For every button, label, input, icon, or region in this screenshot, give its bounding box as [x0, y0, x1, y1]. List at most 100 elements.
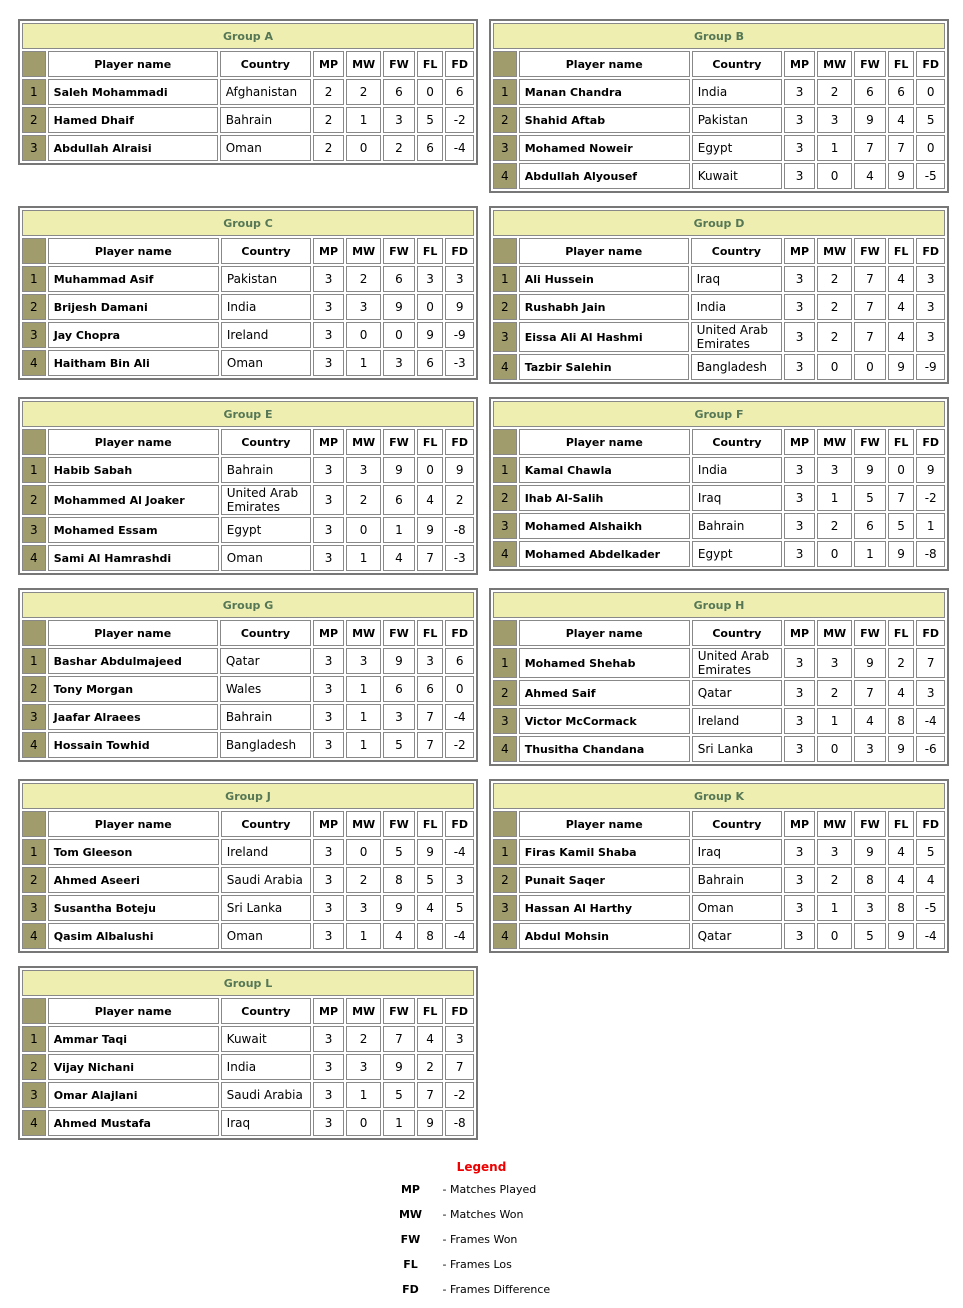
cell-mp: 3	[313, 1054, 345, 1080]
cell-rank: 1	[493, 266, 517, 292]
column-header-fl: FL	[887, 429, 915, 455]
cell-mp: 3	[784, 923, 816, 949]
table-row: 2 Ahmed Aseeri Saudi Arabia 3 2 8 5 3	[22, 867, 474, 893]
cell-player-name: Ahmed Mustafa	[47, 1110, 219, 1136]
cell-fd: -4	[445, 135, 474, 161]
cell-fw: 7	[854, 680, 886, 706]
table-row: 1 Habib Sabah Bahrain 3 3 9 0 9	[22, 457, 474, 483]
cell-fd: 4	[916, 867, 945, 893]
column-header-mw: MW	[346, 620, 382, 646]
cell-mp: 3	[313, 1082, 345, 1108]
cell-mw: 2	[817, 322, 853, 352]
cell-country: India	[690, 294, 783, 320]
group-table-a: Group A Player name Country MP MW FW FL FD 1 Sale…	[18, 19, 478, 165]
column-header-fl: FL	[416, 238, 444, 264]
rank-header	[493, 811, 517, 837]
cell-country: Bahrain	[219, 107, 312, 133]
table-row: 4 Abdullah Alyousef Kuwait 3 0 4 9 -5	[493, 163, 945, 189]
cell-rank: 2	[493, 867, 517, 893]
cell-mw: 0	[817, 736, 853, 762]
column-header-fd: FD	[916, 51, 945, 77]
cell-fl: 9	[416, 1110, 444, 1136]
cell-mw: 2	[817, 266, 853, 292]
cell-fw: 4	[383, 545, 415, 571]
table-row: 2 Vijay Nichani India 3 3 9 2 7	[22, 1054, 474, 1080]
column-header-country: Country	[691, 620, 783, 646]
cell-fw: 0	[383, 322, 415, 348]
cell-fd: 7	[916, 648, 945, 678]
cell-country: Bangladesh	[690, 354, 783, 380]
cell-fd: 9	[445, 457, 474, 483]
cell-mp: 3	[784, 485, 816, 511]
cell-player-name: Abdul Mohsin	[518, 923, 690, 949]
cell-mw: 2	[346, 1026, 382, 1052]
cell-fl: 2	[416, 1054, 444, 1080]
cell-fl: 9	[416, 839, 444, 865]
group-title: Group K	[493, 783, 945, 809]
cell-country: Kuwait	[220, 1026, 312, 1052]
cell-fw: 9	[854, 648, 886, 678]
column-header-mp: MP	[313, 998, 345, 1024]
cell-rank: 4	[493, 541, 517, 567]
group-title: Group C	[22, 210, 474, 236]
cell-fd: -3	[445, 350, 474, 376]
group-title: Group H	[493, 592, 945, 618]
table-row: 4 Mohamed Abdelkader Egypt 3 0 1 9 -8	[493, 541, 945, 567]
cell-mw: 2	[346, 79, 382, 105]
cell-player-name: Mohamed Noweir	[518, 135, 690, 161]
legend-desc: - Matches Won	[442, 1208, 524, 1221]
cell-fd: 3	[916, 680, 945, 706]
column-header-player-name: Player name	[47, 429, 219, 455]
column-header-fl: FL	[887, 811, 915, 837]
cell-fd: -5	[916, 895, 945, 921]
cell-fl: 0	[416, 457, 444, 483]
cell-fw: 9	[383, 457, 415, 483]
cell-mp: 3	[784, 457, 816, 483]
cell-country: Oman	[220, 350, 312, 376]
column-header-fd: FD	[445, 51, 474, 77]
cell-mw: 0	[817, 354, 853, 380]
cell-fl: 4	[887, 107, 915, 133]
cell-fw: 1	[383, 517, 415, 543]
cell-rank: 2	[493, 485, 517, 511]
cell-rank: 3	[22, 322, 46, 348]
cell-fw: 1	[383, 1110, 415, 1136]
cell-country: Afghanistan	[219, 79, 312, 105]
cell-mw: 0	[346, 517, 382, 543]
table-row: 1 Saleh Mohammadi Afghanistan 2 2 6 0 6	[22, 79, 474, 105]
cell-player-name: Ahmed Saif	[518, 680, 690, 706]
rank-header	[22, 620, 46, 646]
cell-mp: 3	[784, 736, 816, 762]
cell-rank: 2	[22, 107, 46, 133]
cell-rank: 2	[22, 1054, 46, 1080]
cell-player-name: Firas Kamil Shaba	[518, 839, 690, 865]
cell-player-name: Ihab Al-Salih	[518, 485, 690, 511]
cell-fd: 6	[445, 79, 474, 105]
legend-item: FD - Frames Difference	[0, 1283, 963, 1308]
column-header-mw: MW	[817, 811, 853, 837]
column-header-player-name: Player name	[47, 51, 218, 77]
cell-rank: 4	[22, 923, 46, 949]
cell-mw: 0	[817, 541, 853, 567]
cell-fd: -2	[445, 107, 474, 133]
cell-fd: -8	[445, 1110, 474, 1136]
legend-item: FL - Frames Los	[0, 1258, 963, 1283]
table-row: 2 Hamed Dhaif Bahrain 2 1 3 5 -2	[22, 107, 474, 133]
column-header-mp: MP	[313, 811, 345, 837]
cell-mw: 0	[346, 322, 382, 348]
column-header-player-name: Player name	[47, 620, 218, 646]
cell-fw: 9	[383, 648, 415, 674]
cell-fl: 8	[887, 895, 915, 921]
cell-country: Saudi Arabia	[220, 867, 312, 893]
cell-country: Ireland	[220, 839, 312, 865]
table-row: 3 Jaafar Alraees Bahrain 3 1 3 7 -4	[22, 704, 474, 730]
cell-rank: 2	[22, 294, 46, 320]
cell-fw: 9	[383, 294, 415, 320]
cell-fl: 4	[416, 895, 444, 921]
cell-fl: 4	[416, 485, 444, 515]
cell-rank: 1	[493, 839, 517, 865]
cell-rank: 3	[493, 135, 517, 161]
cell-fd: -3	[445, 545, 474, 571]
column-header-fd: FD	[916, 811, 945, 837]
cell-mw: 3	[346, 294, 382, 320]
